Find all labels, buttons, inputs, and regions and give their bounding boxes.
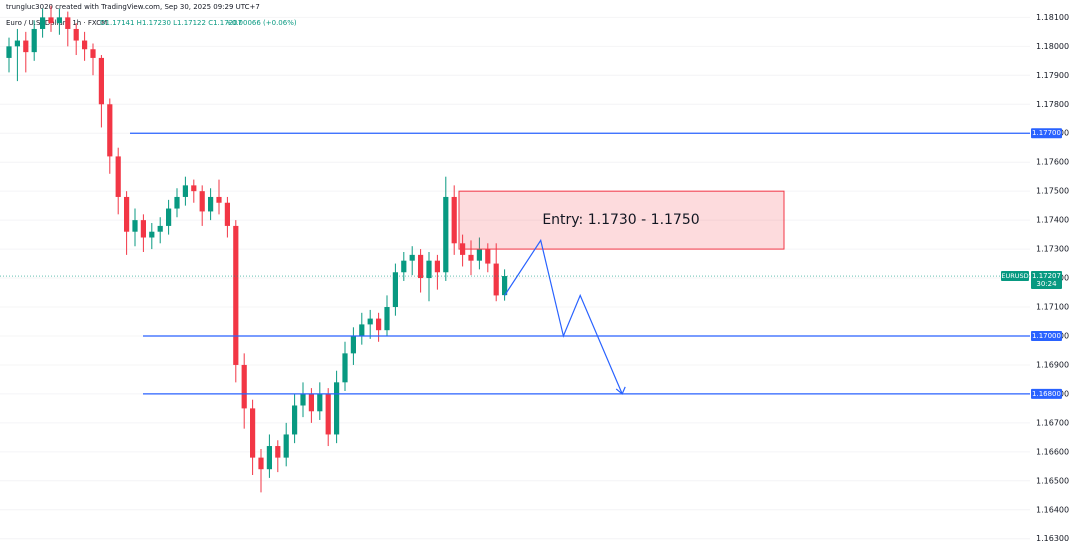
candle-body xyxy=(258,457,264,470)
candle-body xyxy=(65,17,71,29)
candle-body xyxy=(367,318,373,325)
candle-body xyxy=(124,196,130,232)
candle-body xyxy=(132,220,138,232)
candle-body xyxy=(426,260,432,279)
candle-body xyxy=(300,393,306,406)
credit: trungluc3020 created with TradingView.co… xyxy=(6,3,260,11)
candle-body xyxy=(392,272,398,308)
candle-body xyxy=(401,260,407,273)
candle-body xyxy=(476,249,482,261)
ohlc: O1.17141 H1.17230 L1.17122 C1.17207 xyxy=(100,19,242,27)
candle-body xyxy=(468,254,474,261)
candle-body xyxy=(174,196,180,209)
y-tick-label: 1.17400 xyxy=(1036,216,1069,225)
candle-body xyxy=(233,225,239,365)
candle-body xyxy=(82,40,88,50)
candle-body xyxy=(376,318,382,331)
price-label: 1.17207 xyxy=(1032,272,1061,280)
countdown: 30:24 xyxy=(1036,280,1057,288)
entry-zone xyxy=(458,190,785,250)
level-label: 1.17000 xyxy=(1032,332,1061,340)
candle-body xyxy=(266,446,272,470)
candle-body xyxy=(149,231,155,238)
symbol: Euro / U.S. Dollar · 1h · FXCM xyxy=(6,19,107,27)
y-tick-label: 1.16900 xyxy=(1036,360,1069,369)
y-tick-label: 1.17600 xyxy=(1036,158,1069,167)
candle-body xyxy=(73,28,79,41)
symbol-label: EURUSD xyxy=(1001,272,1028,280)
candle-body xyxy=(56,17,62,24)
candle-body xyxy=(166,208,172,226)
y-tick-label: 1.18000 xyxy=(1036,42,1069,51)
candle-body xyxy=(350,335,356,354)
y-tick-label: 1.17300 xyxy=(1036,245,1069,254)
candles xyxy=(6,5,508,493)
y-tick-label: 1.17500 xyxy=(1036,187,1069,196)
candle-body xyxy=(31,28,37,53)
change: +0.00066 (+0.06%) xyxy=(226,19,297,27)
candle-body xyxy=(14,40,20,47)
candle-body xyxy=(275,446,281,458)
candle-body xyxy=(292,405,298,435)
candle-body xyxy=(140,220,146,238)
y-tick-label: 1.16700 xyxy=(1036,418,1069,427)
arrow-head xyxy=(615,386,626,395)
level-label: 1.16800 xyxy=(1032,390,1061,398)
candle-body xyxy=(191,185,197,192)
candle-body xyxy=(334,382,340,435)
candle-body xyxy=(493,263,499,296)
y-tick-label: 1.16500 xyxy=(1036,476,1069,485)
candle-body xyxy=(40,17,46,29)
candle-body xyxy=(502,276,508,296)
candle-body xyxy=(115,156,121,197)
candle-body xyxy=(283,434,289,458)
y-tick-label: 1.17100 xyxy=(1036,303,1069,312)
y-tick-label: 1.18100 xyxy=(1036,13,1069,22)
candle-body xyxy=(98,57,104,105)
projection-path xyxy=(504,238,623,395)
candle-body xyxy=(485,249,491,264)
candle-body xyxy=(241,364,247,409)
candle-body xyxy=(342,353,348,383)
price-tag xyxy=(1031,271,1062,290)
level-tag xyxy=(1031,330,1062,341)
y-tick-label: 1.17800 xyxy=(1036,100,1069,109)
candle-body xyxy=(409,254,415,261)
candle-body xyxy=(182,185,188,197)
y-tick-label: 1.17900 xyxy=(1036,71,1069,80)
candle-body xyxy=(216,196,222,203)
candle-body xyxy=(317,393,323,412)
candle-body xyxy=(208,196,214,212)
candle-body xyxy=(384,307,390,331)
zone-label: Entry: 1.1730 - 1.1750 xyxy=(542,212,699,228)
level-tag xyxy=(1031,388,1062,399)
candle-body xyxy=(325,393,331,435)
candle-body xyxy=(434,260,440,273)
candle-body xyxy=(443,196,449,273)
candle-body xyxy=(250,408,256,458)
candle-body xyxy=(224,202,230,226)
level-tag xyxy=(1031,128,1062,139)
candle-body xyxy=(6,46,12,58)
candle-body xyxy=(48,17,54,24)
overlay: 1.18100 1.18000 1.17900 1.17800 1.17700 1.176… xyxy=(0,5,1069,543)
y-tick-label: 1.16400 xyxy=(1036,505,1069,514)
candle-body xyxy=(90,49,96,58)
candle-body xyxy=(359,324,365,336)
candle-body xyxy=(23,40,29,53)
candle-body xyxy=(107,104,113,157)
candle-body xyxy=(418,254,424,279)
symbol-tag xyxy=(1001,271,1029,282)
candle-body xyxy=(308,393,314,412)
y-tick-label: 1.16600 xyxy=(1036,447,1069,456)
candle-body xyxy=(157,225,163,232)
candle-body xyxy=(451,196,457,244)
y-tick-label: 1.16300 xyxy=(1036,534,1069,543)
candle-body xyxy=(199,191,205,212)
level-label: 1.17700 xyxy=(1032,129,1061,137)
